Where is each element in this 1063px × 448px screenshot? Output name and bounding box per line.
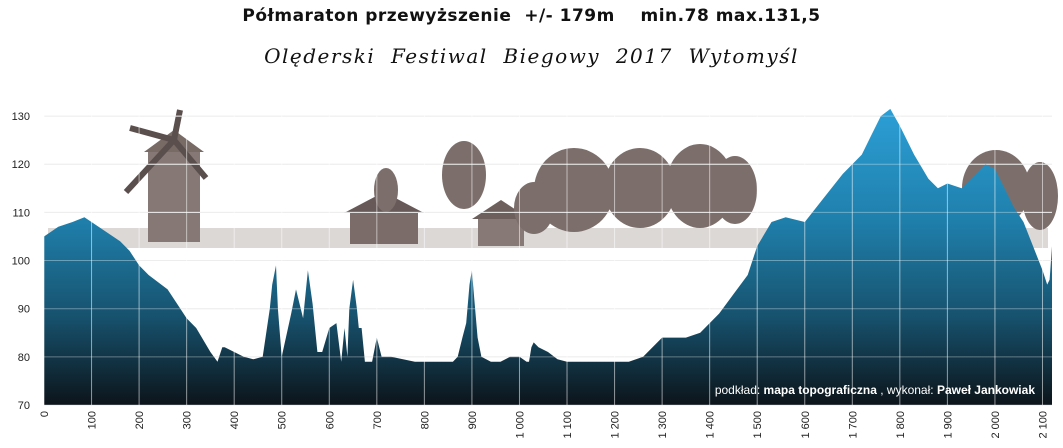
x-tick-label: 200 — [134, 411, 146, 429]
map-credit: podkład: mapa topograficzna , wykonał: P… — [715, 383, 1035, 397]
x-tick-label: 1 100 — [562, 411, 574, 439]
y-axis-tick-labels: 70 80 90 100 110 120 130 — [12, 111, 30, 412]
x-tick-label: 0 — [39, 411, 51, 417]
x-tick-label: 300 — [182, 411, 194, 429]
x-tick-label: 800 — [419, 411, 431, 429]
y-tick-label: 80 — [18, 352, 30, 364]
x-tick-label: 600 — [324, 411, 336, 429]
y-tick-label: 130 — [12, 111, 30, 123]
windmill-sketch — [123, 109, 209, 242]
x-tick-label: 1 500 — [752, 411, 764, 439]
y-tick-label: 70 — [18, 400, 30, 412]
x-tick-label: 1 700 — [847, 411, 859, 439]
credit-prefix: podkład: — [715, 383, 764, 397]
y-tick-label: 100 — [12, 256, 30, 268]
x-tick-label: 1 600 — [800, 411, 812, 439]
x-tick-label: 500 — [277, 411, 289, 429]
x-tick-label: 2 100 — [1037, 411, 1049, 439]
x-tick-label: 1 000 — [514, 411, 526, 439]
x-tick-label: 1 900 — [942, 411, 954, 439]
x-tick-label: 1 300 — [657, 411, 669, 439]
credit-author: Paweł Jankowiak — [937, 383, 1035, 397]
x-tick-label: 1 200 — [610, 411, 622, 439]
chart-title: Półmaraton przewyższenie +/- 179m min.78… — [242, 6, 821, 26]
credit-source: mapa topograficzna — [764, 383, 878, 397]
elevation-profile-area — [44, 108, 1052, 406]
y-tick-label: 90 — [18, 304, 30, 316]
y-tick-label: 120 — [12, 159, 30, 171]
x-tick-label: 900 — [467, 411, 479, 429]
x-tick-label: 1 800 — [895, 411, 907, 439]
x-axis-tick-labels: 0 100 200 300 400 500 600 700 800 900 1 000 1 100 1 … — [39, 411, 1049, 439]
chart-subtitle: Olęderski Festiwal Biegowy 2017 Wytomyśl — [264, 44, 799, 68]
credit-mid: , wykonał: — [880, 383, 937, 397]
x-tick-label: 400 — [229, 411, 241, 429]
y-tick-label: 110 — [12, 207, 30, 219]
x-tick-label: 2 000 — [990, 411, 1002, 439]
x-tick-label: 1 400 — [705, 411, 717, 439]
vertical-gridlines — [43, 92, 1052, 406]
x-tick-label: 700 — [372, 411, 384, 429]
x-tick-label: 100 — [87, 411, 99, 429]
